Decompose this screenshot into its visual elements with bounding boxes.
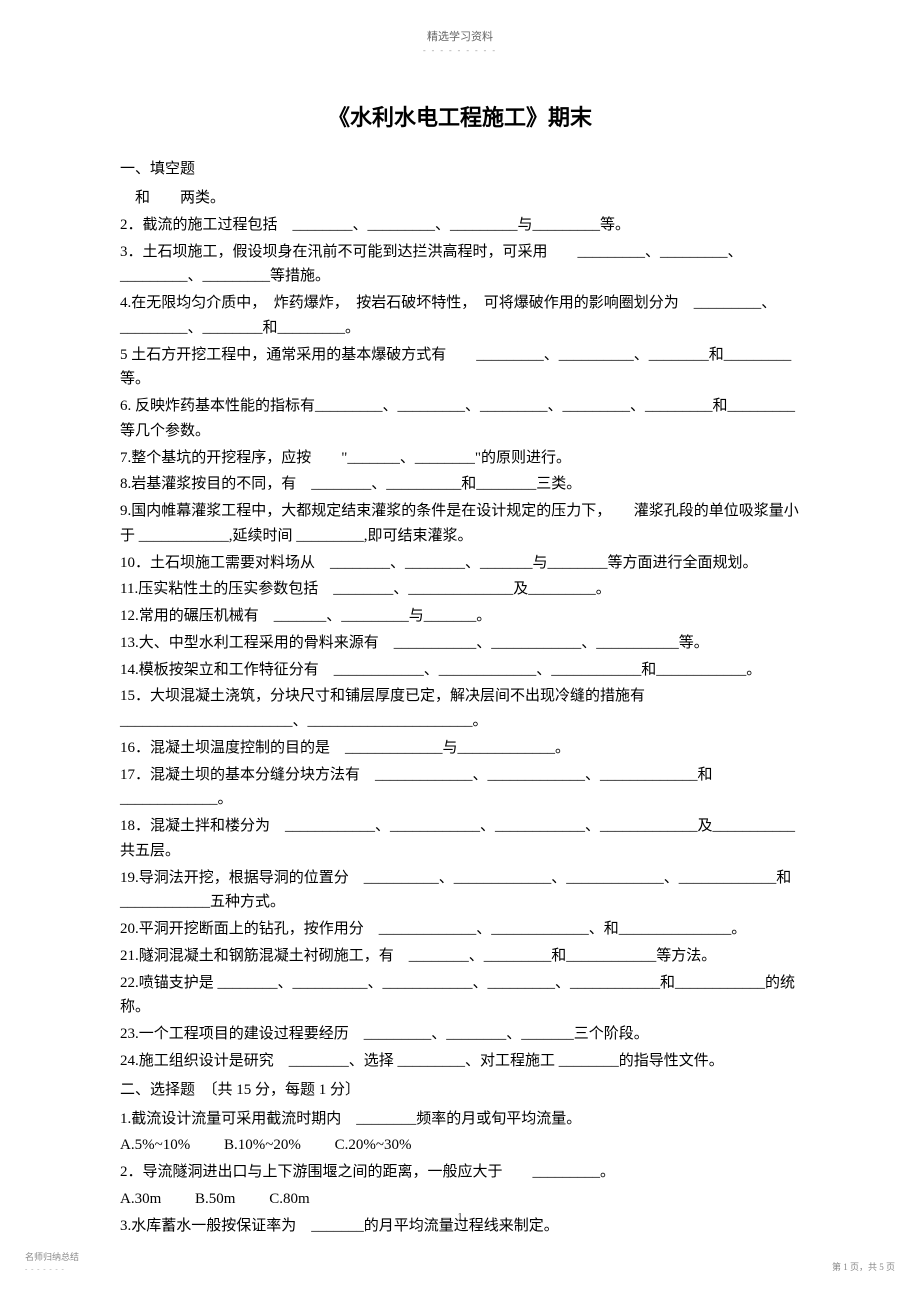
- s2-q1: 1.截流设计流量可采用截流时期内 ________频率的月或旬平均流量。: [120, 1107, 800, 1132]
- section1-line1: 和 两类。: [120, 186, 800, 211]
- s2-q2-optC: C.80m: [269, 1187, 309, 1212]
- q23: 23.一个工程项目的建设过程要经历 _________、________、___…: [120, 1022, 800, 1047]
- header-text: 精选学习资料: [427, 31, 493, 43]
- q5: 5 土石方开挖工程中，通常采用的基本爆破方式有 _________、______…: [120, 343, 800, 393]
- q9: 9.国内帷幕灌浆工程中，大都规定结束灌浆的条件是在设计规定的压力下， 灌浆孔段的…: [120, 499, 800, 549]
- q19: 19.导洞法开挖，根据导洞的位置分 __________、___________…: [120, 866, 800, 916]
- s2-q1-optA: A.5%~10%: [120, 1133, 190, 1158]
- s2-q2: 2．导流隧洞进出口与上下游围堰之间的距离，一般应大于 _________。: [120, 1160, 800, 1185]
- q8: 8.岩基灌浆按目的不同，有 ________、__________和______…: [120, 472, 800, 497]
- q7: 7.整个基坑的开挖程序，应按 "_______、________"的原则进行。: [120, 446, 800, 471]
- header-label: 精选学习资料 - - - - - - - - -: [423, 28, 497, 56]
- q16: 16．混凝土坝温度控制的目的是 _____________与__________…: [120, 736, 800, 761]
- section1-heading: 一、填空题: [120, 157, 800, 178]
- footer-left: 名师归纳总结 - - - - - - -: [25, 1250, 79, 1273]
- q18: 18．混凝土拌和楼分为 ____________、____________、__…: [120, 814, 800, 864]
- footer-left-dots: - - - - - - -: [25, 1265, 65, 1273]
- footer-left-text: 名师归纳总结: [25, 1252, 79, 1262]
- q6: 6. 反映炸药基本性能的指标有_________、_________、_____…: [120, 394, 800, 444]
- q11: 11.压实粘性土的压实参数包括 ________、______________及…: [120, 577, 800, 602]
- q2: 2．截流的施工过程包括 ________、_________、_________…: [120, 213, 800, 238]
- s2-q2-optA: A.30m: [120, 1187, 161, 1212]
- section2-heading: 二、选择题 〔共 15 分，每题 1 分〕: [120, 1078, 800, 1099]
- q4: 4.在无限均匀介质中， 炸药爆炸， 按岩石破坏特性， 可将爆破作用的影响圈划分为…: [120, 291, 800, 341]
- s2-q1-optC: C.20%~30%: [335, 1133, 412, 1158]
- page-title: 《水利水电工程施工》期末: [120, 100, 800, 132]
- q24: 24.施工组织设计是研究 ________、选择 _________、对工程施工…: [120, 1049, 800, 1074]
- s2-q1-optB: B.10%~20%: [224, 1133, 301, 1158]
- page-number: 1: [457, 1211, 463, 1223]
- q12: 12.常用的碾压机械有 _______、_________与_______。: [120, 604, 800, 629]
- q20: 20.平洞开挖断面上的钻孔，按作用分 _____________、_______…: [120, 917, 800, 942]
- s2-q2-opts: A.30m B.50m C.80m: [120, 1187, 800, 1212]
- q15: 15．大坝混凝土浇筑，分块尺寸和铺层厚度已定，解决层间不出现冷缝的措施有____…: [120, 684, 800, 734]
- q10: 10．土石坝施工需要对料场从 ________、________、_______…: [120, 551, 800, 576]
- s2-q2-optB: B.50m: [195, 1187, 235, 1212]
- q14: 14.模板按架立和工作特征分有 ____________、___________…: [120, 658, 800, 683]
- header-dots: - - - - - - - - -: [423, 46, 497, 55]
- q3: 3．土石坝施工，假设坝身在汛前不可能到达拦洪高程时，可采用 _________、…: [120, 240, 800, 290]
- q21: 21.隧洞混凝土和钢筋混凝土衬砌施工，有 ________、_________和…: [120, 944, 800, 969]
- q22: 22.喷锚支护是 ________、__________、___________…: [120, 971, 800, 1021]
- q13: 13.大、中型水利工程采用的骨料来源有 ___________、________…: [120, 631, 800, 656]
- q17: 17．混凝土坝的基本分缝分块方法有 _____________、________…: [120, 763, 800, 813]
- page-content: 《水利水电工程施工》期末 一、填空题 和 两类。 2．截流的施工过程包括 ___…: [120, 80, 800, 1240]
- s2-q1-opts: A.5%~10% B.10%~20% C.20%~30%: [120, 1133, 800, 1158]
- footer-right: 第 1 页，共 5 页: [832, 1260, 895, 1273]
